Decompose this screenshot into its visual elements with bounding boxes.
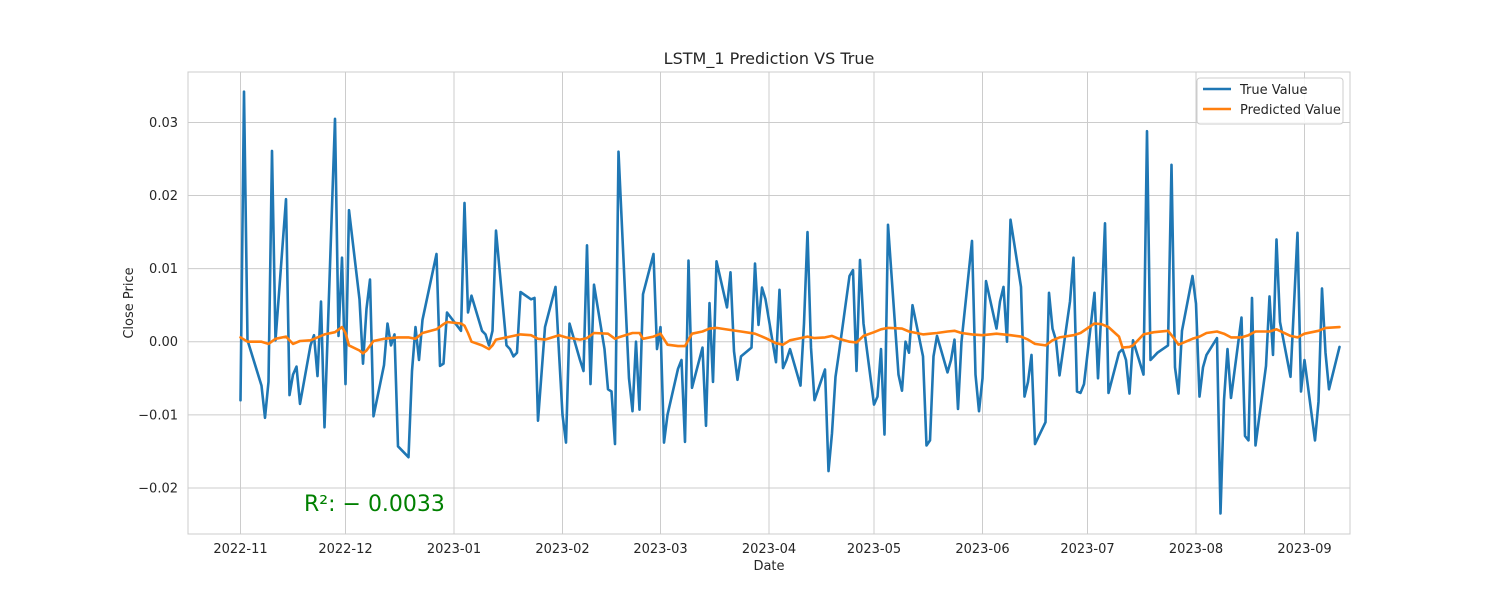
r2-annotation: R²: − 0.0033 (304, 492, 445, 517)
y-axis-label: Close Price (122, 267, 137, 338)
series-layer (239, 90, 1341, 515)
y-tick-label: 0.03 (149, 116, 178, 131)
x-tick-label: 2023-06 (955, 542, 1009, 557)
x-axis-label: Date (753, 559, 784, 574)
legend: True Value Predicted Value (1196, 77, 1344, 125)
x-tick-label: 2023-03 (633, 542, 687, 557)
x-tick-label: 2023-04 (742, 542, 796, 557)
x-tick-labels: 2022-11 2022-12 2023-01 2023-02 2023-03 2023-… (213, 542, 1331, 557)
y-tick-labels: −0.02 −0.01 0.00 0.01 0.02 0.03 (138, 116, 178, 497)
y-tick-label: 0.02 (149, 189, 178, 204)
x-tick-label: 2023-07 (1060, 542, 1114, 557)
plot-frame (187, 71, 1351, 535)
x-tick-label: 2023-09 (1277, 542, 1331, 557)
y-tick-label: 0.01 (149, 262, 178, 277)
x-tick-label: 2023-05 (847, 542, 901, 557)
x-tick-label: 2022-11 (213, 542, 267, 557)
legend-box (1196, 77, 1344, 125)
chart-title: LSTM_1 Prediction VS True (664, 49, 875, 69)
legend-label-true-value: True Value (1239, 83, 1307, 98)
legend-label-predicted-value: Predicted Value (1240, 103, 1341, 118)
series-line-predicted-value (239, 320, 1341, 355)
x-tick-label: 2022-12 (318, 542, 372, 557)
x-tick-label: 2023-08 (1169, 542, 1223, 557)
x-tick-label: 2023-02 (535, 542, 589, 557)
y-tick-label: 0.00 (149, 335, 178, 350)
x-tick-label: 2023-01 (427, 542, 481, 557)
y-tick-label: −0.02 (138, 481, 178, 496)
y-tick-label: −0.01 (138, 408, 178, 423)
